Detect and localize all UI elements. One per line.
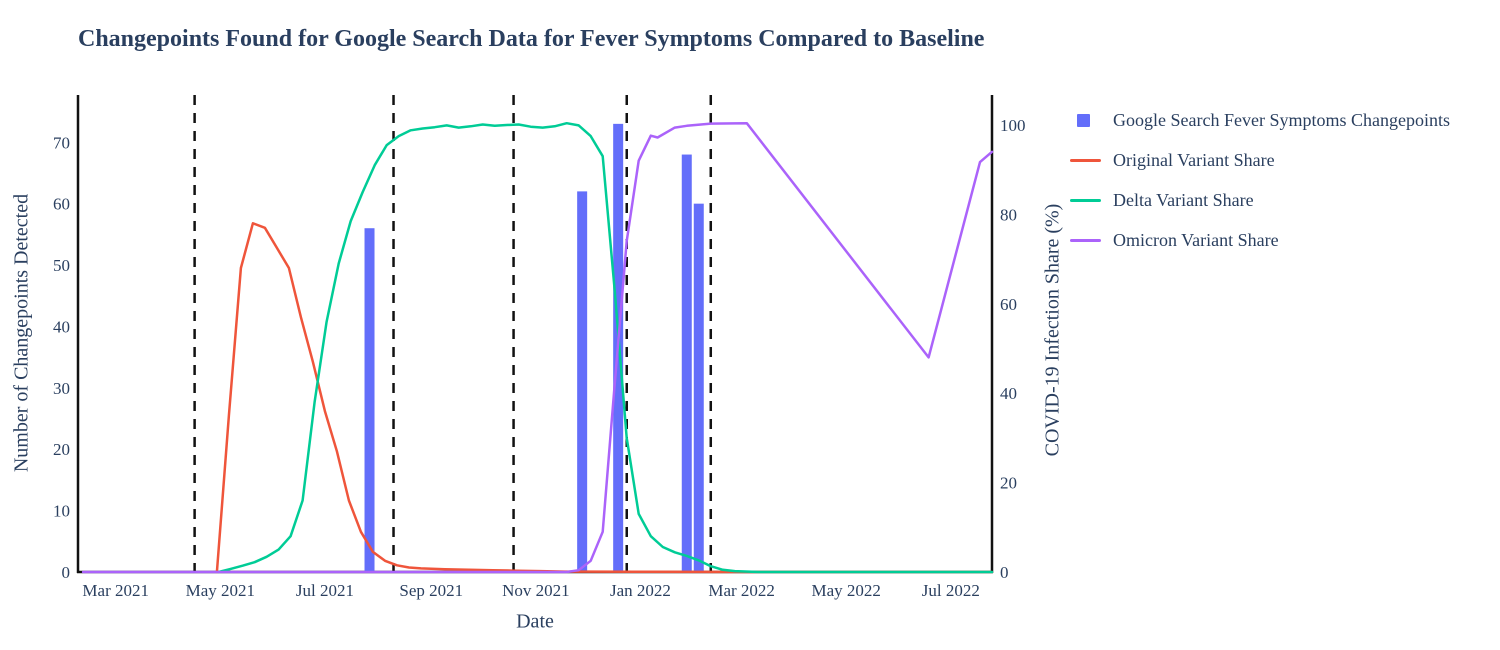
x-tick-label: Mar 2021: [82, 581, 149, 600]
legend-label: Delta Variant Share: [1113, 189, 1254, 210]
y-right-tick-label: 100: [1000, 116, 1026, 135]
legend-label: Original Variant Share: [1113, 149, 1275, 170]
y-left-axis-title: Number of Changepoints Detected: [10, 193, 33, 473]
line-delta-variant: [217, 121, 994, 574]
bar-changepoints: [577, 191, 588, 572]
x-tick-label: Jul 2021: [296, 581, 354, 600]
y-left-tick-label: 30: [53, 379, 70, 398]
legend-item-omicron-variant[interactable]: Omicron Variant Share: [1070, 220, 1450, 260]
x-tick-label: Jul 2022: [922, 581, 980, 600]
y-right-tick-label: 0: [1000, 563, 1009, 582]
y-right-tick-label: 80: [1000, 205, 1017, 224]
y-left-tick-label: 60: [53, 195, 70, 214]
y-left-tick-label: 0: [62, 563, 71, 582]
bar-changepoints: [681, 154, 692, 572]
omicron-variant-legend-marker: [1070, 238, 1106, 242]
x-tick-label: May 2021: [186, 581, 255, 600]
bar-changepoints: [693, 203, 704, 573]
legend-item-delta-variant[interactable]: Delta Variant Share: [1070, 180, 1450, 220]
bar-changepoints: [364, 228, 375, 572]
y-left-tick-label: 10: [53, 502, 70, 521]
x-tick-label: Nov 2021: [502, 581, 570, 600]
legend-item-original-variant[interactable]: Original Variant Share: [1070, 140, 1450, 180]
changepoints-legend-marker: [1070, 113, 1106, 127]
legend-label: Google Search Fever Symptoms Changepoint…: [1113, 109, 1450, 130]
y-left-tick-label: 70: [53, 133, 70, 152]
legend-label: Omicron Variant Share: [1113, 229, 1279, 250]
y-left-tick-label: 50: [53, 256, 70, 275]
legend: Google Search Fever Symptoms Changepoint…: [1070, 100, 1450, 260]
square-marker-icon: [1077, 113, 1090, 127]
delta-variant-legend-marker: [1070, 198, 1106, 202]
x-axis-title: Date: [516, 610, 554, 633]
x-tick-label: Sep 2021: [399, 581, 463, 600]
y-right-tick-label: 20: [1000, 474, 1017, 493]
legend-item-changepoints[interactable]: Google Search Fever Symptoms Changepoint…: [1070, 100, 1450, 140]
original-variant-legend-marker: [1070, 158, 1106, 162]
chart-title: Changepoints Found for Google Search Dat…: [78, 26, 985, 52]
x-tick-label: May 2022: [812, 581, 881, 600]
line-marker-icon: [1070, 198, 1101, 202]
y-left-tick-label: 40: [53, 317, 70, 336]
x-tick-label: Mar 2022: [708, 581, 775, 600]
y-right-tick-label: 60: [1000, 295, 1017, 314]
y-right-tick-label: 40: [1000, 384, 1017, 403]
x-tick-label: Jan 2022: [610, 581, 671, 600]
line-marker-icon: [1070, 158, 1101, 162]
line-marker-icon: [1070, 238, 1101, 242]
y-right-axis-title: COVID-19 Infection Share (%): [1041, 203, 1064, 457]
line-omicron-variant: [81, 121, 994, 574]
y-left-tick-label: 20: [53, 440, 70, 459]
